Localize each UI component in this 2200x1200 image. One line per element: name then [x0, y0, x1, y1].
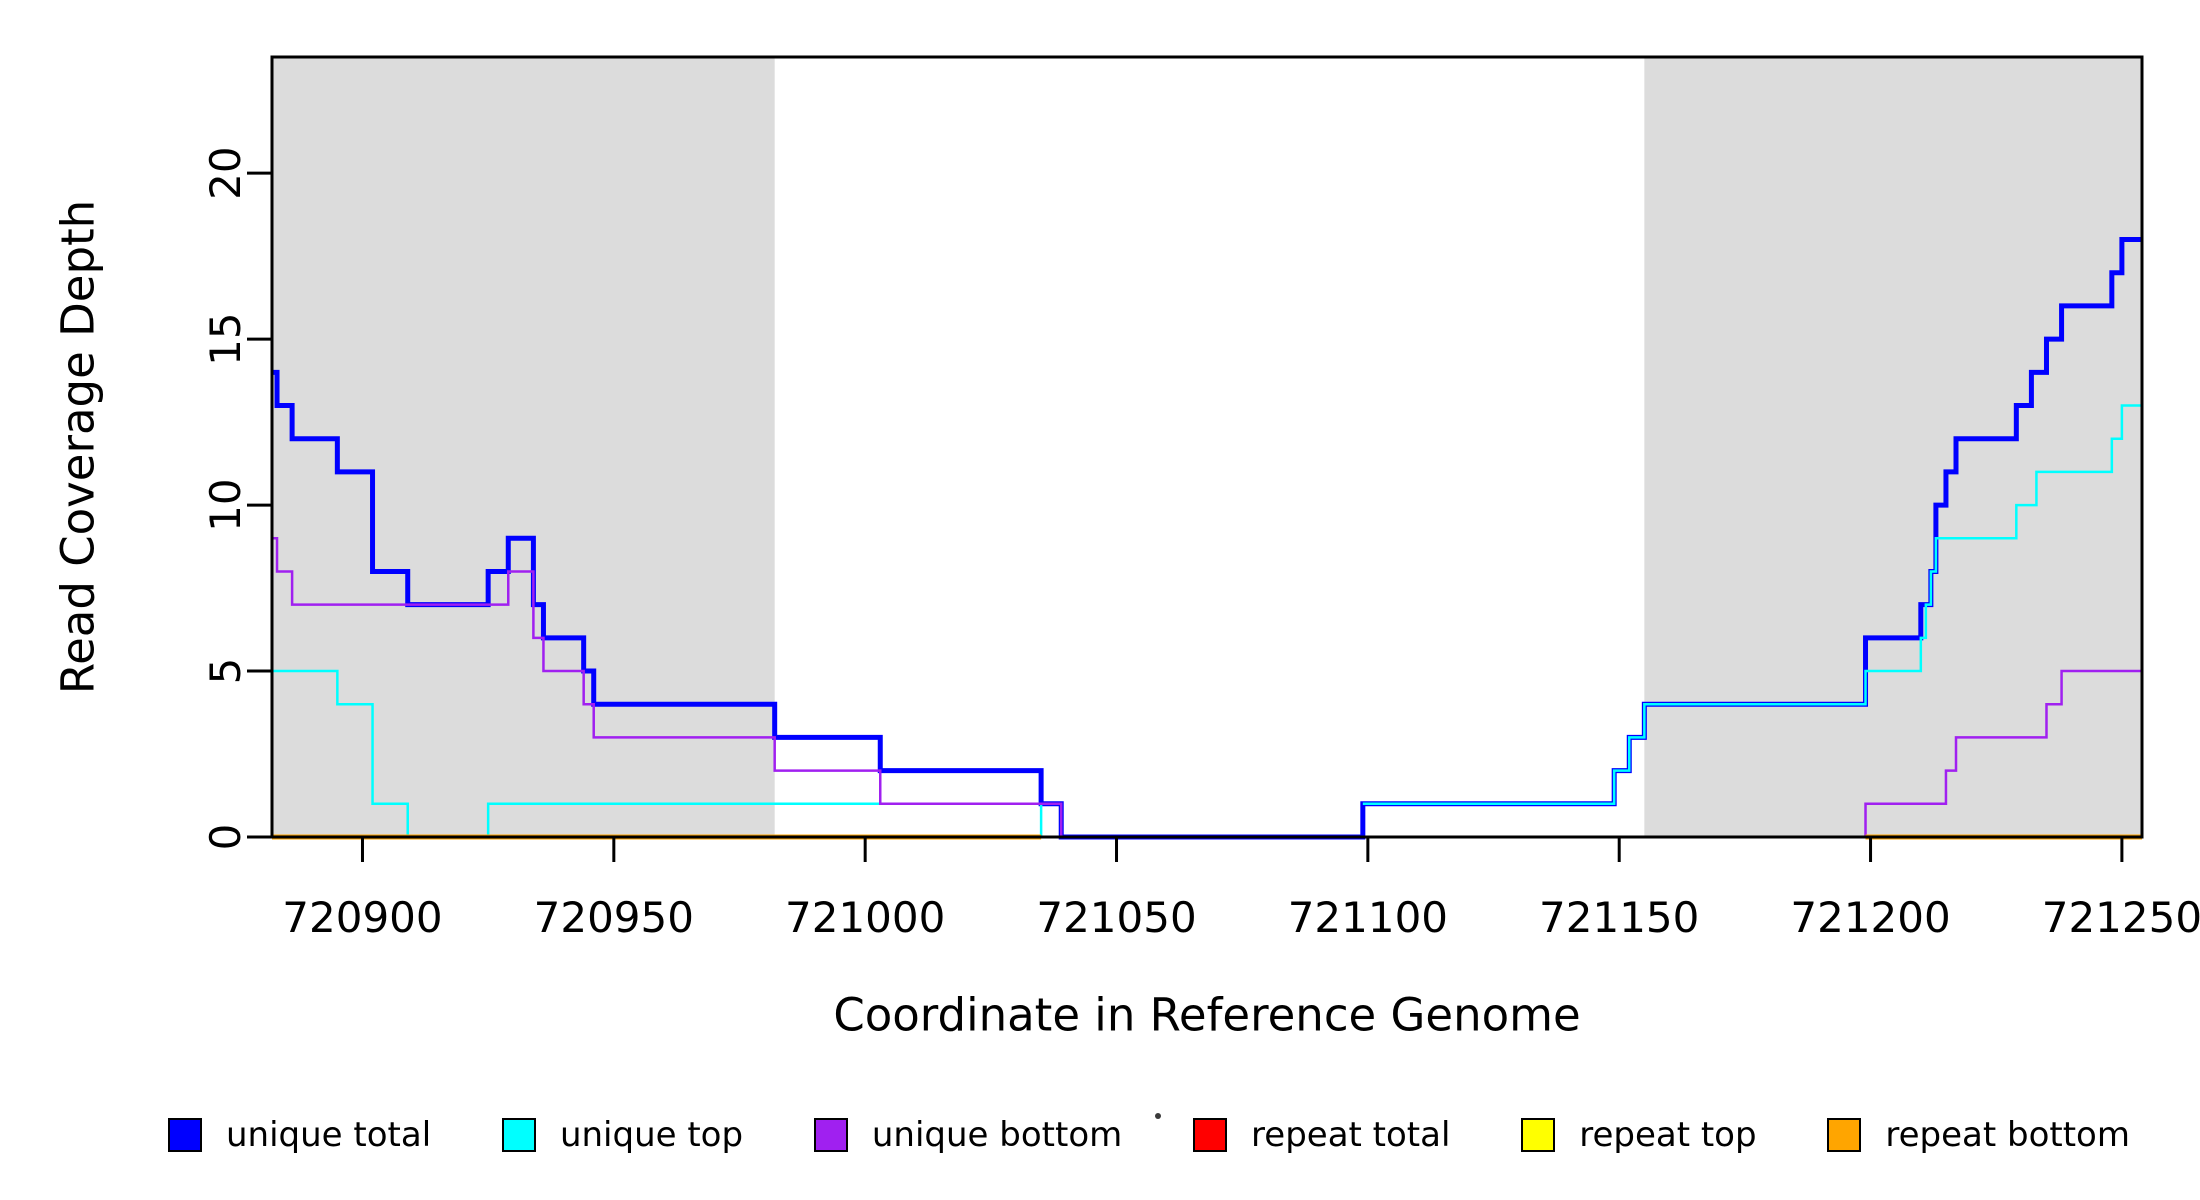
y-axis-tick-label: 5: [201, 658, 250, 685]
x-axis-tick-label: 720900: [282, 893, 442, 942]
y-axis-tick-label: 10: [201, 478, 250, 531]
shaded-region: [272, 57, 775, 837]
legend-item-unique-bottom: unique bottom: [813, 1115, 1123, 1155]
x-axis-tick-label: 720950: [534, 893, 694, 942]
legend-color-swatch: [1827, 1118, 1862, 1152]
legend-label: unique top: [559, 1115, 744, 1155]
legend-color-swatch: [168, 1118, 202, 1152]
legend-item-unique-total: unique total: [168, 1115, 431, 1155]
series-line-unique-bottom: [272, 537, 2142, 839]
legend-item-repeat-bottom: repeat bottom: [1827, 1115, 2130, 1155]
series-line-unique-top: [272, 669, 1062, 839]
legend-label: repeat bottom: [1885, 1115, 2130, 1155]
y-axis-title: Read Coverage Depth: [51, 199, 105, 695]
x-axis-tick-label: 721200: [1790, 893, 1950, 942]
legend-color-swatch: [1521, 1118, 1556, 1152]
legend-label: repeat total: [1251, 1115, 1451, 1155]
x-axis-tick-label: 721250: [2042, 893, 2200, 942]
legend-label: unique total: [226, 1115, 432, 1155]
legend-label: repeat top: [1579, 1115, 1757, 1155]
legend-item-repeat-total: repeat total: [1193, 1115, 1450, 1155]
plot-border: [270, 55, 2144, 839]
legend-color-swatch: [501, 1118, 536, 1152]
shaded-region: [1644, 57, 2142, 837]
x-axis-tick-label: 721150: [1539, 893, 1699, 942]
x-axis-title: Coordinate in Reference Genome: [833, 988, 1581, 1042]
y-axis-tick-label: 0: [201, 824, 250, 851]
y-axis-tick-label: 20: [201, 146, 250, 199]
x-axis-tick-label: 721100: [1288, 893, 1448, 942]
x-axis-tick-label: 721050: [1036, 893, 1196, 942]
chart-legend: unique total unique top unique bottom repea…: [168, 1103, 2130, 1167]
legend-label: unique bottom: [871, 1115, 1123, 1155]
x-axis-tick-label: 721000: [785, 893, 945, 942]
legend-item-repeat-top: repeat top: [1521, 1115, 1757, 1155]
y-axis-tick-label: 15: [201, 312, 250, 365]
series-line-unique-top: [1362, 404, 2142, 806]
legend-color-swatch: [813, 1118, 848, 1152]
stray-dot-artifact: [1155, 1113, 1161, 1119]
legend-color-swatch: [1193, 1118, 1228, 1152]
legend-item-unique-top: unique top: [501, 1115, 744, 1155]
